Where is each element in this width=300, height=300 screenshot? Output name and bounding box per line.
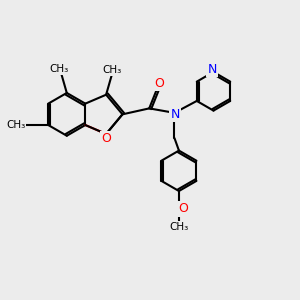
Text: O: O [178, 202, 188, 215]
Text: CH₃: CH₃ [50, 64, 69, 74]
Text: O: O [155, 76, 165, 90]
Text: CH₃: CH₃ [102, 65, 122, 75]
Text: CH₃: CH₃ [169, 222, 189, 232]
Text: O: O [101, 132, 111, 145]
Text: N: N [171, 108, 180, 121]
Text: CH₃: CH₃ [6, 120, 25, 130]
Text: N: N [207, 63, 217, 76]
